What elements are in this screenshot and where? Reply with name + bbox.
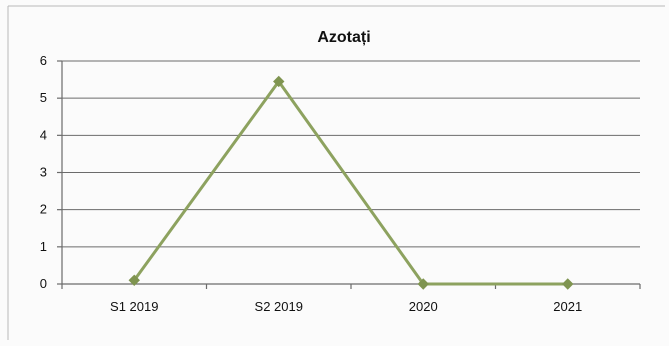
y-tick-label-0: 0	[40, 276, 47, 291]
y-tick-label-2: 2	[40, 202, 47, 217]
chart-title: Azotați	[317, 29, 370, 46]
y-tick-label-5: 5	[40, 90, 47, 105]
data-point-0-1	[273, 75, 285, 88]
series-line-0	[133, 79, 568, 286]
label-layer: 0 1 2 3 4 5 6 S1 2019 S2 2019 2020 2021	[40, 53, 582, 314]
y-tick-label-4: 4	[40, 127, 47, 142]
axis-layer	[57, 60, 641, 289]
y-tick-label-1: 1	[40, 239, 47, 254]
data-point-0-2	[417, 278, 429, 290]
y-tick-label-3: 3	[40, 165, 47, 180]
grid-layer	[62, 60, 640, 285]
data-point-0-0	[128, 274, 140, 286]
x-tick-label-0: S1 2019	[110, 299, 158, 314]
x-tick-label-2: 2020	[409, 299, 438, 314]
x-tick-label-1: S2 2019	[255, 299, 303, 314]
y-tick-label-6: 6	[40, 53, 47, 68]
x-tick-label-3: 2021	[553, 299, 582, 314]
data-point-0-3	[562, 278, 574, 290]
series-layer	[128, 75, 574, 290]
